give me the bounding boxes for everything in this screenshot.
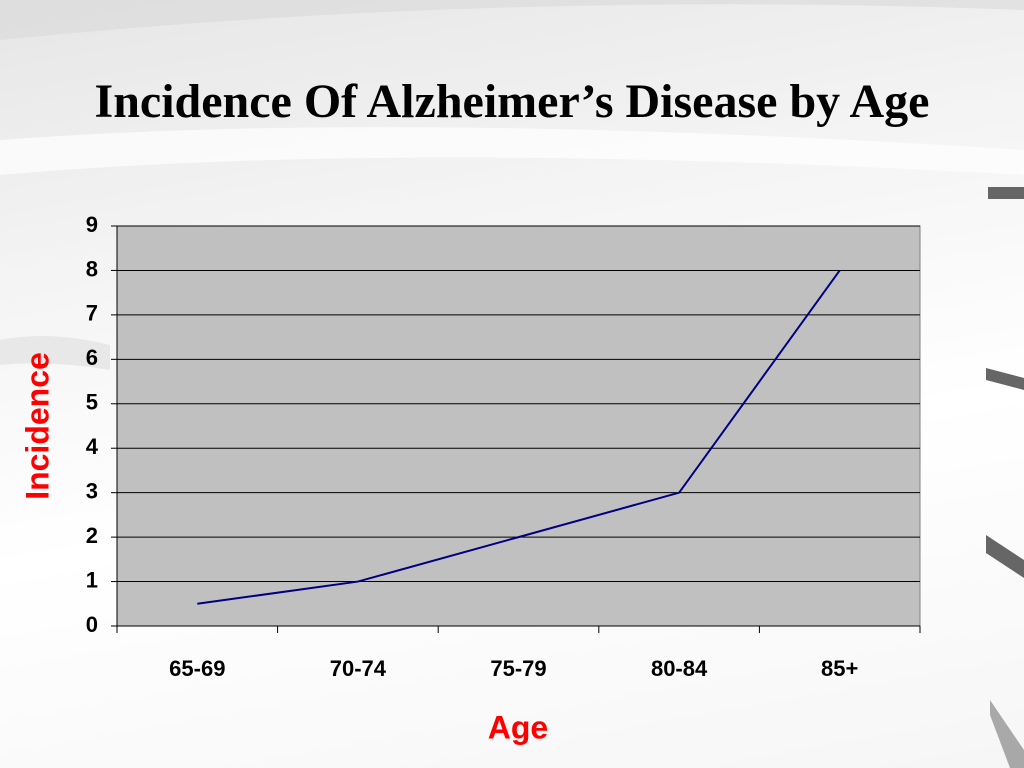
x-tick-label: 70-74 [330, 656, 387, 681]
x-tick-label: 80-84 [651, 656, 708, 681]
y-tick-label: 0 [86, 612, 98, 637]
chart-title: Incidence Of Alzheimer’s Disease by Age [94, 75, 930, 128]
y-tick-label: 2 [86, 523, 98, 548]
y-tick-label: 7 [86, 301, 98, 326]
plot-area [116, 225, 921, 627]
y-axis-title: Incidence [19, 352, 55, 500]
x-tick-label: 85+ [821, 656, 858, 681]
x-axis-title: Age [488, 709, 548, 745]
y-tick-label: 6 [86, 345, 98, 370]
y-tick-label: 5 [86, 390, 98, 415]
y-tick-label: 1 [86, 567, 98, 592]
y-tick-label: 3 [86, 478, 98, 503]
data-line [197, 269, 841, 605]
x-tick-label: 75-79 [490, 656, 546, 681]
y-tick-label: 9 [86, 212, 98, 237]
y-tick-label: 4 [86, 434, 99, 459]
y-tick-label: 8 [86, 256, 98, 281]
x-tick-label: 65-69 [169, 656, 225, 681]
